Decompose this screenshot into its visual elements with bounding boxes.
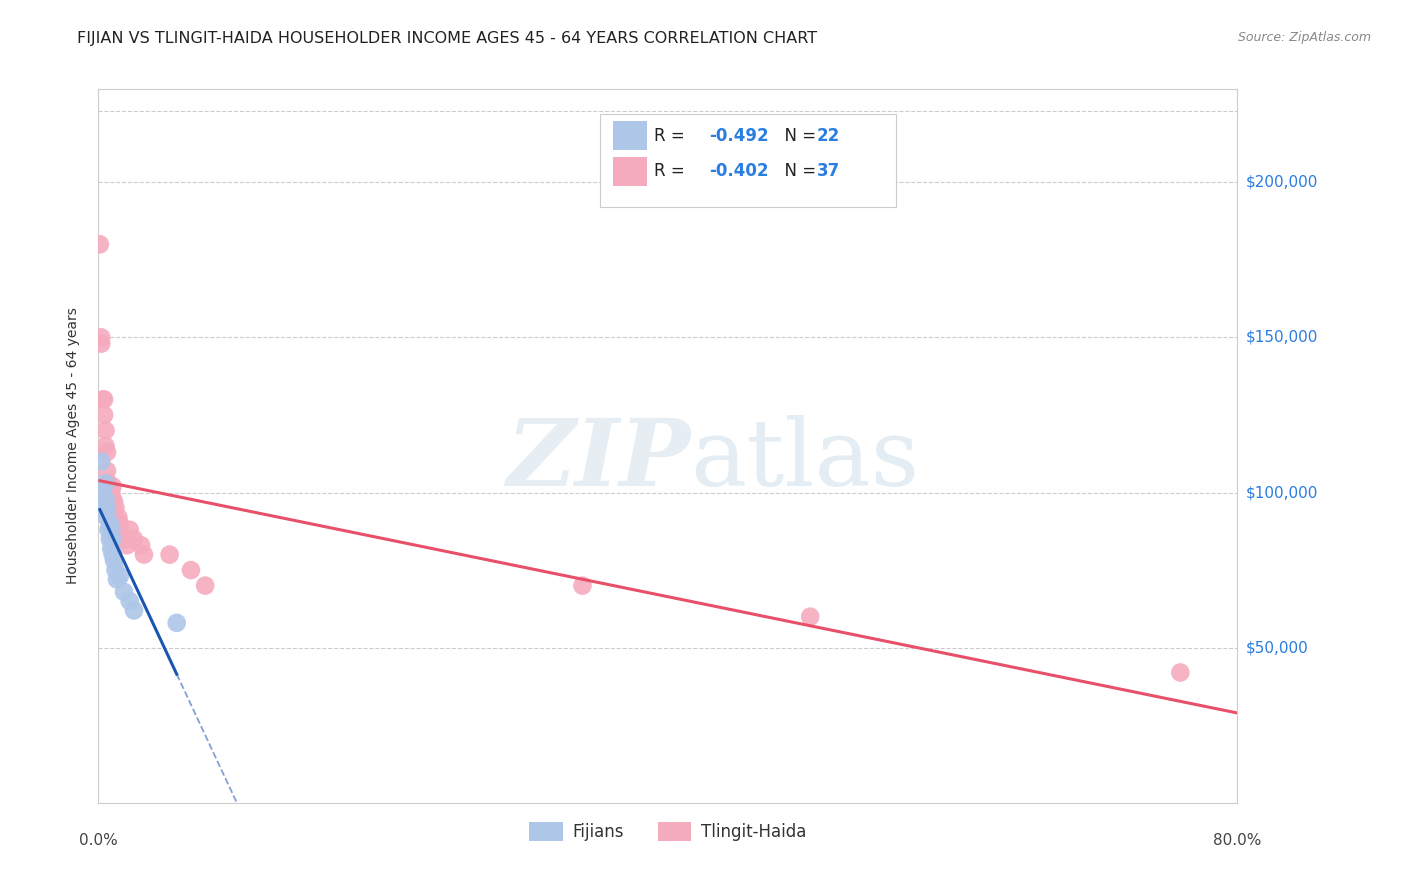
Text: 0.0%: 0.0% <box>79 833 118 848</box>
Point <box>108 569 131 583</box>
Point <box>118 594 141 608</box>
Point <box>104 501 127 516</box>
Text: $50,000: $50,000 <box>1246 640 1309 655</box>
Point <box>98 485 121 500</box>
Point <box>180 563 202 577</box>
Text: Source: ZipAtlas.com: Source: ZipAtlas.com <box>1237 31 1371 45</box>
Point <box>93 392 115 407</box>
Point <box>98 501 121 516</box>
Text: atlas: atlas <box>690 416 920 505</box>
Point <box>93 408 115 422</box>
Point <box>94 439 117 453</box>
Legend: Fijians, Tlingit-Haida: Fijians, Tlingit-Haida <box>523 815 813 848</box>
Bar <box>613 157 647 186</box>
Point <box>132 548 155 562</box>
Point <box>100 508 122 522</box>
Text: $200,000: $200,000 <box>1246 175 1317 190</box>
Point <box>101 491 124 506</box>
Text: -0.492: -0.492 <box>709 127 769 145</box>
Point <box>118 523 141 537</box>
Point <box>97 523 120 537</box>
Text: R =: R = <box>654 127 690 145</box>
Point <box>101 479 124 493</box>
Text: $150,000: $150,000 <box>1246 330 1317 345</box>
Bar <box>613 121 647 150</box>
Point <box>94 491 117 506</box>
Text: FIJIAN VS TLINGIT-HAIDA HOUSEHOLDER INCOME AGES 45 - 64 YEARS CORRELATION CHART: FIJIAN VS TLINGIT-HAIDA HOUSEHOLDER INCO… <box>77 31 817 46</box>
Point <box>104 563 127 577</box>
Point <box>91 485 114 500</box>
Point <box>93 501 115 516</box>
Text: 37: 37 <box>817 162 841 180</box>
Point <box>94 476 117 491</box>
Y-axis label: Householder Income Ages 45 - 64 years: Householder Income Ages 45 - 64 years <box>66 308 80 584</box>
Text: 22: 22 <box>817 127 841 145</box>
Point <box>90 454 112 468</box>
Point <box>101 548 124 562</box>
Point <box>90 330 112 344</box>
Point <box>571 579 593 593</box>
Point <box>97 476 120 491</box>
Point <box>105 573 128 587</box>
Point <box>100 541 122 556</box>
Point <box>90 336 112 351</box>
Point <box>96 501 118 516</box>
Point <box>103 554 125 568</box>
Text: ZIP: ZIP <box>506 416 690 505</box>
Text: -0.402: -0.402 <box>709 162 768 180</box>
Point <box>112 532 135 546</box>
Point <box>96 445 118 459</box>
Point <box>122 532 145 546</box>
Point <box>112 584 135 599</box>
Point <box>94 424 117 438</box>
Point <box>103 495 125 509</box>
Point <box>100 485 122 500</box>
Text: N =: N = <box>773 127 821 145</box>
Point <box>129 538 152 552</box>
Text: $100,000: $100,000 <box>1246 485 1317 500</box>
Point <box>108 516 131 531</box>
Point <box>194 579 217 593</box>
Point <box>122 603 145 617</box>
Point <box>98 532 121 546</box>
Text: N =: N = <box>773 162 821 180</box>
Point <box>1170 665 1192 680</box>
Point <box>115 538 138 552</box>
Point <box>100 523 122 537</box>
Point <box>799 609 821 624</box>
Point <box>98 516 121 531</box>
Point <box>97 491 120 506</box>
Point <box>111 532 134 546</box>
Point <box>110 525 132 540</box>
Point <box>105 516 128 531</box>
Point <box>91 392 114 407</box>
Point <box>101 532 124 546</box>
Text: R =: R = <box>654 162 690 180</box>
Point <box>166 615 188 630</box>
Point <box>159 548 181 562</box>
Point <box>89 237 111 252</box>
Text: 80.0%: 80.0% <box>1213 833 1261 848</box>
Point <box>96 464 118 478</box>
Point <box>96 510 118 524</box>
FancyBboxPatch shape <box>599 114 896 207</box>
Point <box>107 510 129 524</box>
